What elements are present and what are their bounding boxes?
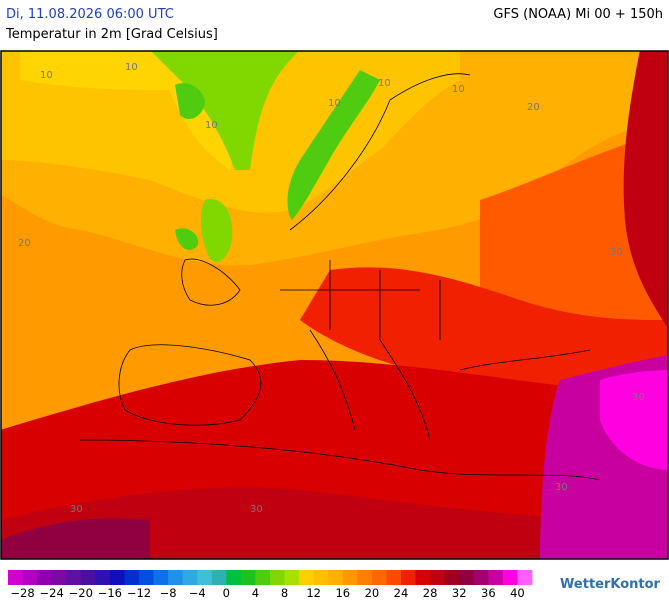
legend-swatch <box>342 570 358 585</box>
legend-swatch <box>240 570 256 585</box>
legend-swatch <box>80 570 96 585</box>
legend-swatch <box>22 570 38 585</box>
legend-swatch <box>182 570 198 585</box>
legend-swatch <box>386 570 402 585</box>
contour-label: 10 <box>378 78 391 89</box>
legend-swatch <box>66 570 82 585</box>
legend-swatch <box>197 570 213 585</box>
legend-swatch <box>313 570 329 585</box>
legend-tick-label: −8 <box>160 586 177 600</box>
legend-swatch <box>357 570 373 585</box>
contour-label: 10 <box>40 70 53 81</box>
legend-tick-label: 32 <box>452 586 467 600</box>
legend-swatch <box>255 570 271 585</box>
legend-swatch <box>284 570 300 585</box>
legend-swatch <box>95 570 111 585</box>
contour-label: 30 <box>632 392 645 403</box>
forecast-datetime: Di, 11.08.2026 06:00 UTC <box>6 7 174 22</box>
legend-tick-label: 8 <box>281 586 288 600</box>
legend-swatch <box>430 570 446 585</box>
legend-swatch <box>328 570 344 585</box>
logo[interactable]: WetterKontor <box>560 577 661 592</box>
legend-swatch <box>459 570 475 585</box>
legend-tick-label: −12 <box>127 586 151 600</box>
legend-swatch <box>488 570 504 585</box>
legend-tick-label: 28 <box>423 586 438 600</box>
legend-tick-label: −16 <box>98 586 122 600</box>
contour-label: 10 <box>328 98 341 109</box>
logo-text[interactable]: WetterKontor <box>560 577 661 592</box>
legend-swatch <box>8 570 23 585</box>
legend-tick-label: 36 <box>481 586 496 600</box>
legend-tick-label: 40 <box>510 586 525 600</box>
legend-tick-label: 4 <box>252 586 259 600</box>
model-run: GFS (NOAA) Mi 00 + 150h <box>493 7 663 22</box>
legend-tick-label: −4 <box>189 586 206 600</box>
contour-label: 10 <box>452 84 465 95</box>
legend-swatch <box>168 570 184 585</box>
legend-swatch <box>109 570 125 585</box>
legend-swatch <box>473 570 489 585</box>
temperature-map: 10 10 10 10 10 10 20 20 30 30 30 30 30 <box>0 50 669 560</box>
contour-label: 10 <box>125 62 138 73</box>
legend-tick-label: 24 <box>394 586 409 600</box>
legend-tick-label: 20 <box>365 586 380 600</box>
legend-swatch <box>124 570 140 585</box>
legend-tick-label: 12 <box>306 586 321 600</box>
legend-tick-label: 16 <box>335 586 350 600</box>
legend-swatch <box>226 570 242 585</box>
legend-swatch <box>371 570 387 585</box>
legend-swatch <box>270 570 285 585</box>
contour-label: 20 <box>18 238 31 249</box>
legend-swatch <box>444 570 460 585</box>
legend-swatch <box>51 570 67 585</box>
legend-tick-label: −24 <box>40 586 64 600</box>
legend-swatch <box>502 570 518 585</box>
contour-label: 30 <box>555 482 568 493</box>
color-legend: −28 −24 −20 −16 −12 −8 −4 0 4 8 12 16 20 24 28 32 36 40 <box>8 570 533 600</box>
legend-swatch <box>37 570 53 585</box>
map-subtitle: Temperatur in 2m [Grad Celsius] <box>5 27 218 42</box>
legend-tick-label: −28 <box>10 586 34 600</box>
legend-tick-label: 0 <box>223 586 230 600</box>
contour-label: 10 <box>205 120 218 131</box>
legend-swatch <box>415 570 431 585</box>
legend-swatch <box>401 570 416 585</box>
contour-label: 30 <box>610 247 623 258</box>
legend-swatch <box>517 570 533 585</box>
legend-swatch <box>153 570 169 585</box>
legend-swatch <box>299 570 315 585</box>
legend-swatch <box>139 570 154 585</box>
contour-label: 20 <box>527 102 540 113</box>
contour-label: 30 <box>70 504 83 515</box>
legend-swatch <box>211 570 227 585</box>
contour-label: 30 <box>250 504 263 515</box>
legend-tick-label: −20 <box>69 586 93 600</box>
